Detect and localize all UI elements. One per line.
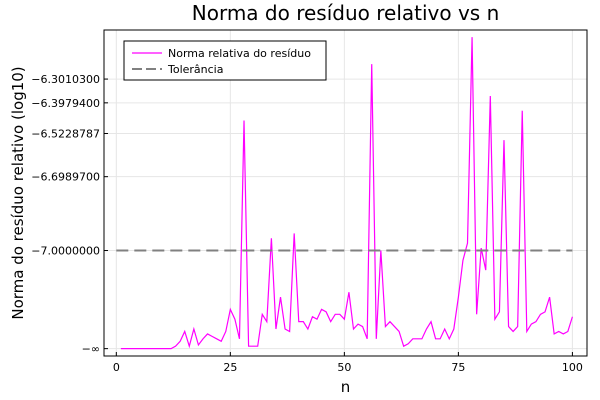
y-tick-label: −6.5228787	[31, 127, 100, 140]
y-tick-label: −6.3010300	[31, 73, 100, 86]
x-axis-title: n	[341, 378, 351, 396]
plot-frame	[103, 29, 588, 357]
chart-title: Norma do resíduo relativo vs n	[192, 1, 500, 25]
x-tick-label: 75	[451, 361, 465, 374]
y-tick-label: −∞	[82, 343, 100, 356]
y-tick-label: −7.0000000	[31, 245, 100, 258]
series-line-residual	[120, 37, 573, 350]
x-tick-label: 100	[562, 361, 583, 374]
legend-label-tolerance: Tolerância	[167, 63, 223, 76]
legend-box	[123, 40, 327, 81]
x-tick-label: 0	[113, 361, 120, 374]
series	[116, 37, 573, 350]
y-tick-label: −6.3979400	[31, 97, 100, 110]
legend: Norma relativa do resíduo Tolerância	[123, 40, 327, 81]
y-tick-label: −6.6989700	[31, 171, 100, 184]
x-tick-label: 25	[223, 361, 237, 374]
y-tick-labels: −∞ −7.0000000 −6.6989700 −6.5228787 −6.39794…	[31, 73, 100, 356]
legend-label-residual: Norma relativa do resíduo	[168, 47, 311, 60]
x-tick-labels: 0 25 50 75 100	[113, 361, 583, 374]
x-tick-label: 50	[337, 361, 351, 374]
axes	[103, 29, 588, 357]
y-axis-title: Norma do resíduo relativo (log10)	[9, 66, 27, 319]
